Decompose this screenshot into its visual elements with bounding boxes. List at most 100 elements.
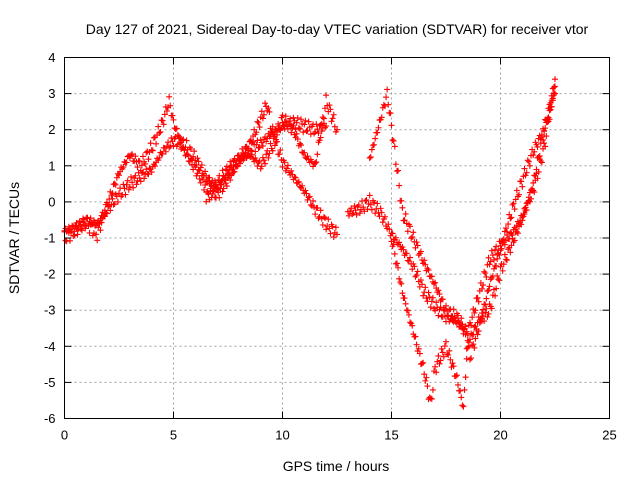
data-point xyxy=(269,147,276,154)
data-point xyxy=(451,314,458,321)
data-point xyxy=(483,295,490,302)
data-point xyxy=(404,307,411,314)
data-point xyxy=(393,260,400,267)
data-point xyxy=(402,210,409,217)
data-point xyxy=(399,290,406,297)
data-point xyxy=(493,285,500,292)
data-point xyxy=(74,231,81,238)
data-point xyxy=(387,110,394,117)
data-point xyxy=(129,179,136,186)
data-point xyxy=(96,219,103,226)
data-point xyxy=(132,172,139,179)
data-point xyxy=(381,213,388,220)
data-point xyxy=(446,347,453,354)
data-point xyxy=(530,152,537,159)
data-point xyxy=(423,295,430,302)
data-point xyxy=(259,115,266,122)
data-point xyxy=(413,239,420,246)
data-point xyxy=(445,352,452,358)
data-point xyxy=(475,314,482,321)
data-point xyxy=(483,273,490,280)
data-point xyxy=(159,150,166,157)
data-point xyxy=(267,140,274,147)
data-point xyxy=(282,113,289,120)
data-point xyxy=(398,197,405,204)
data-point xyxy=(511,237,518,244)
data-point xyxy=(71,232,78,239)
y-tick-label: 1 xyxy=(48,158,55,173)
data-point xyxy=(300,129,307,136)
data-point xyxy=(320,115,327,122)
data-point xyxy=(291,174,298,181)
data-point xyxy=(173,125,180,132)
data-point xyxy=(310,197,317,204)
data-point xyxy=(468,355,475,362)
data-point xyxy=(488,305,495,312)
data-point xyxy=(509,201,516,208)
data-point xyxy=(281,159,288,166)
data-point xyxy=(196,167,203,174)
data-point xyxy=(258,108,265,115)
data-point xyxy=(329,223,336,230)
data-point xyxy=(319,222,326,229)
data-point xyxy=(194,155,201,162)
data-point xyxy=(100,212,107,219)
data-point xyxy=(422,284,429,291)
data-point xyxy=(493,243,500,250)
data-point xyxy=(433,369,440,376)
data-point xyxy=(279,163,286,170)
data-point xyxy=(470,341,477,348)
data-point xyxy=(371,141,378,148)
data-point xyxy=(127,173,134,180)
data-point xyxy=(347,208,354,215)
data-point xyxy=(229,166,236,173)
data-point xyxy=(481,268,488,275)
data-point xyxy=(254,137,261,144)
data-point xyxy=(327,106,334,113)
data-point xyxy=(141,175,148,182)
data-point xyxy=(183,137,190,144)
data-point xyxy=(270,135,277,142)
data-point xyxy=(276,151,283,158)
data-point xyxy=(64,227,71,234)
data-point xyxy=(221,176,228,183)
y-tick-label: -1 xyxy=(44,231,56,246)
data-point xyxy=(136,158,143,165)
data-point xyxy=(203,198,210,205)
data-point xyxy=(295,178,302,185)
data-point xyxy=(334,126,340,133)
data-point xyxy=(84,214,91,221)
data-point xyxy=(307,201,314,208)
data-point xyxy=(348,205,355,212)
data-point xyxy=(367,154,374,161)
data-point xyxy=(97,227,104,234)
data-point xyxy=(219,167,226,174)
data-point xyxy=(367,201,374,208)
data-point xyxy=(537,158,544,165)
data-point xyxy=(460,403,467,410)
data-point xyxy=(537,140,544,147)
data-point xyxy=(250,138,257,145)
data-point xyxy=(360,204,367,211)
data-point xyxy=(290,122,297,129)
data-point xyxy=(422,261,429,268)
data-point xyxy=(211,177,218,184)
data-point xyxy=(419,281,426,288)
data-point xyxy=(352,207,359,214)
chart-title: Day 127 of 2021, Sidereal Day-to-day VTE… xyxy=(86,21,589,37)
data-point xyxy=(371,199,378,206)
data-point xyxy=(120,164,127,171)
data-point xyxy=(104,199,111,206)
data-point xyxy=(401,295,408,302)
data-point xyxy=(496,252,503,259)
data-point xyxy=(258,139,265,146)
data-point xyxy=(413,341,420,348)
data-point xyxy=(149,147,156,154)
data-point xyxy=(159,117,166,124)
data-point xyxy=(310,163,317,170)
data-point xyxy=(361,208,368,215)
data-point xyxy=(127,152,134,159)
data-point xyxy=(412,273,419,280)
data-point xyxy=(210,188,217,195)
data-point xyxy=(306,193,313,200)
